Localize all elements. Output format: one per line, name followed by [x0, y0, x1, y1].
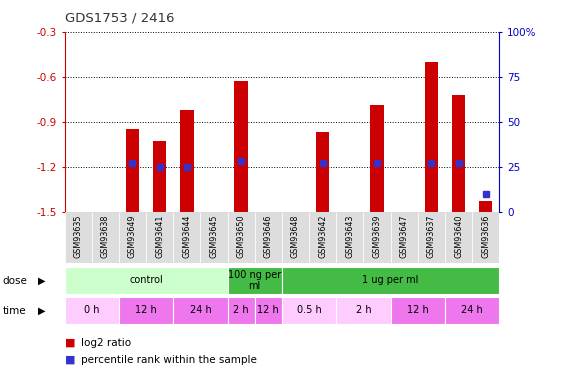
Bar [445, 212, 472, 262]
Bar [228, 267, 282, 294]
Text: 100 ng per
ml: 100 ng per ml [228, 270, 282, 291]
Text: GDS1753 / 2416: GDS1753 / 2416 [65, 11, 174, 24]
Text: GSM93649: GSM93649 [128, 214, 137, 258]
Bar [316, 132, 329, 212]
Bar [180, 110, 194, 212]
Text: dose: dose [3, 276, 27, 285]
Text: GSM93645: GSM93645 [209, 214, 218, 258]
Bar [390, 297, 445, 324]
Text: 12 h: 12 h [135, 305, 157, 315]
Bar [390, 212, 418, 262]
Text: 24 h: 24 h [190, 305, 211, 315]
Bar [119, 297, 173, 324]
Text: GSM93643: GSM93643 [346, 214, 355, 258]
Bar [153, 141, 167, 212]
Text: GSM93650: GSM93650 [237, 214, 246, 258]
Bar [472, 212, 499, 262]
Bar [91, 212, 119, 262]
Bar [282, 212, 309, 262]
Bar [282, 297, 336, 324]
Text: ■: ■ [65, 355, 75, 365]
Bar [228, 212, 255, 262]
Bar [452, 95, 465, 212]
Text: log2 ratio: log2 ratio [81, 338, 131, 348]
Text: 0 h: 0 h [84, 305, 99, 315]
Bar [228, 297, 255, 324]
Bar [255, 212, 282, 262]
Bar [336, 212, 364, 262]
Bar [425, 62, 438, 212]
Bar [418, 212, 445, 262]
Bar [364, 212, 390, 262]
Bar [479, 201, 493, 212]
Bar [65, 212, 91, 262]
Text: 24 h: 24 h [461, 305, 483, 315]
Bar [119, 212, 146, 262]
Text: GSM93638: GSM93638 [101, 214, 110, 258]
Text: GSM93648: GSM93648 [291, 214, 300, 258]
Text: GSM93635: GSM93635 [73, 214, 82, 258]
Text: control: control [129, 275, 163, 285]
Text: ▶: ▶ [38, 276, 45, 285]
Bar [370, 105, 384, 212]
Text: ■: ■ [65, 338, 75, 348]
Text: percentile rank within the sample: percentile rank within the sample [81, 355, 257, 365]
Text: GSM93636: GSM93636 [481, 214, 490, 258]
Text: 12 h: 12 h [407, 305, 429, 315]
Text: GSM93644: GSM93644 [182, 214, 191, 258]
Text: GSM93637: GSM93637 [427, 214, 436, 258]
Text: ▶: ▶ [38, 306, 45, 315]
Bar [173, 212, 200, 262]
Text: GSM93641: GSM93641 [155, 214, 164, 258]
Text: 12 h: 12 h [257, 305, 279, 315]
Text: 1 ug per ml: 1 ug per ml [362, 275, 419, 285]
Bar [234, 81, 248, 212]
Bar [445, 297, 499, 324]
Bar [65, 267, 228, 294]
Bar [336, 297, 390, 324]
Text: GSM93642: GSM93642 [318, 214, 327, 258]
Text: GSM93640: GSM93640 [454, 214, 463, 258]
Bar [255, 297, 282, 324]
Text: 0.5 h: 0.5 h [297, 305, 321, 315]
Bar [200, 212, 228, 262]
Bar [173, 297, 228, 324]
Bar [282, 267, 499, 294]
Text: GSM93646: GSM93646 [264, 214, 273, 258]
Text: GSM93647: GSM93647 [399, 214, 408, 258]
Text: time: time [3, 306, 26, 315]
Text: 2 h: 2 h [233, 305, 249, 315]
Bar [126, 129, 139, 212]
Text: GSM93639: GSM93639 [373, 214, 381, 258]
Bar [146, 212, 173, 262]
Bar [309, 212, 336, 262]
Text: 2 h: 2 h [356, 305, 371, 315]
Bar [65, 297, 119, 324]
